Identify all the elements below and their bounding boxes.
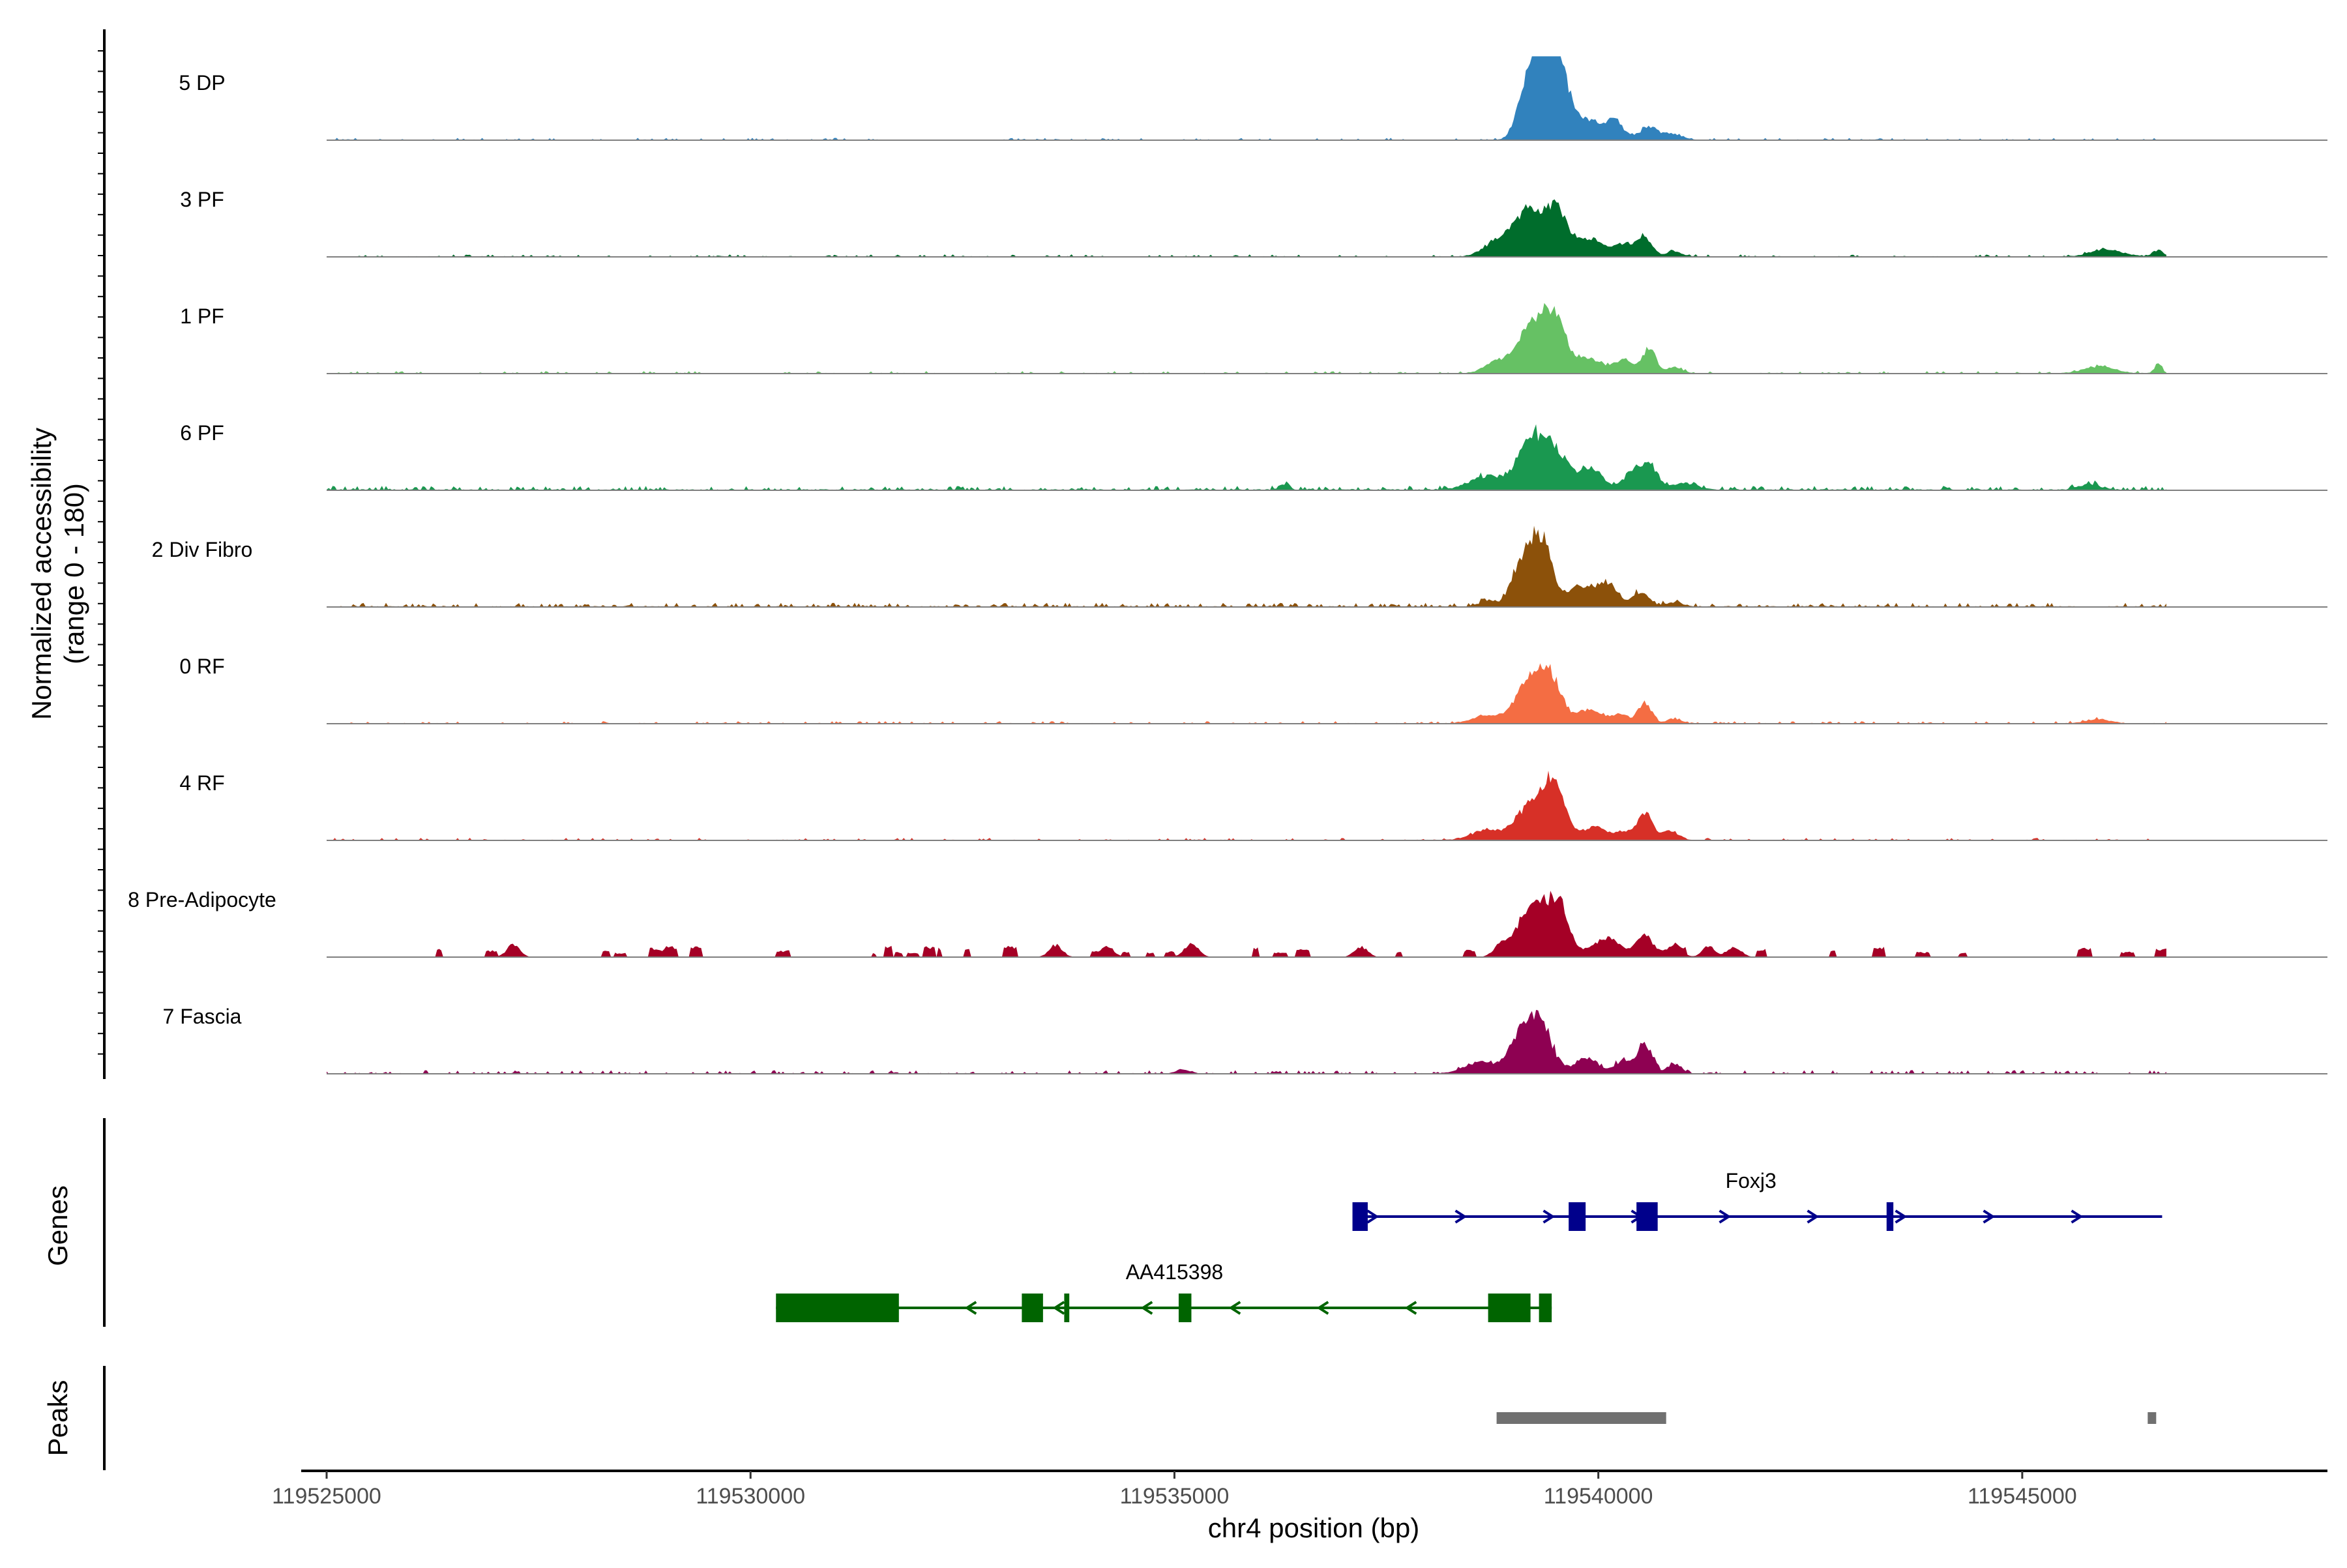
gene-label: AA415398 (1126, 1260, 1223, 1284)
x-tick-label: 119545000 (1968, 1484, 2077, 1509)
gene-label: Foxj3 (1726, 1169, 1777, 1192)
x-tick-label: 119540000 (1544, 1484, 1653, 1509)
x-axis-title: chr4 position (bp) (1208, 1513, 1420, 1543)
strand-arrow-icon (1404, 1301, 1417, 1315)
track-label: 3 PF (180, 188, 224, 211)
left-panel-brackets (98, 29, 106, 1470)
track-label: 5 DP (179, 71, 225, 95)
strand-arrow-icon (964, 1301, 977, 1315)
gene-exon (1352, 1202, 1368, 1231)
coverage-area (327, 663, 2166, 724)
coverage-area (327, 1010, 2166, 1074)
track-label: 6 PF (180, 421, 224, 445)
coverage-track: 4 RF (179, 771, 2327, 841)
peak-region (1496, 1412, 1666, 1424)
strand-arrow-icon (1366, 1209, 1380, 1224)
strand-arrow-icon (1140, 1301, 1153, 1315)
strand-arrow-icon (1316, 1301, 1329, 1315)
track-label: 4 RF (179, 771, 224, 795)
track-label: 2 Div Fibro (152, 538, 253, 561)
coverage-area (327, 525, 2166, 607)
gene-exon (1569, 1202, 1586, 1231)
gene-model: Foxj3 (1352, 1169, 2162, 1231)
track-label: 1 PF (180, 304, 224, 328)
coverage-track: 7 Fascia (163, 1005, 2327, 1074)
y-axis-range: (range 0 - 180) (59, 483, 89, 664)
track-label: 7 Fascia (163, 1005, 242, 1028)
strand-arrow-icon (1719, 1209, 1732, 1224)
strand-arrow-icon (1228, 1301, 1241, 1315)
coverage-track: 8 Pre-Adipocyte (128, 888, 2327, 958)
coverage-area (327, 891, 2166, 957)
coverage-track: 0 RF (179, 655, 2327, 724)
coverage-area (327, 56, 2166, 141)
gene-exon (1488, 1294, 1531, 1322)
gene-exon (1178, 1294, 1192, 1322)
coverage-area (327, 424, 2166, 490)
coverage-track: 2 Div Fibro (152, 525, 2327, 608)
strand-arrow-icon (1543, 1209, 1556, 1224)
coverage-track: 6 PF (180, 421, 2327, 491)
strand-arrow-icon (1052, 1301, 1065, 1315)
peak-region (2148, 1412, 2157, 1424)
coverage-track: 3 PF (180, 188, 2327, 258)
coverage-area (327, 303, 2166, 374)
y-axis-title: Normalized accessibility (26, 428, 57, 720)
peaks-panel-title: Peaks (42, 1380, 73, 1457)
gene-model: AA415398 (776, 1260, 1552, 1322)
gene-exon (1022, 1294, 1043, 1322)
gene-exon (1636, 1202, 1658, 1231)
genes-panel: Foxj3 AA415398 (776, 1169, 2162, 1322)
gene-exon (1886, 1202, 1894, 1231)
gene-exon (776, 1294, 899, 1322)
x-axis: 119525000 119530000 119535000 119540000 1195… (272, 1470, 2327, 1509)
coverage-track: 5 DP (179, 56, 2327, 141)
x-tick-label: 119525000 (272, 1484, 381, 1509)
strand-arrow-icon (1895, 1209, 1908, 1224)
coverage-tracks: 5 DP 3 PF 1 PF 6 PF 2 Div Fibro 0 RF 4 RF 8 Pre… (128, 56, 2327, 1074)
peaks-panel (1496, 1412, 2157, 1424)
strand-arrow-icon (1454, 1209, 1468, 1224)
gene-exon (1539, 1294, 1552, 1322)
genes-panel-title: Genes (42, 1185, 73, 1266)
x-tick-label: 119535000 (1120, 1484, 1230, 1509)
coverage-track: 1 PF (180, 303, 2327, 374)
track-label: 0 RF (179, 655, 224, 678)
x-tick-label: 119530000 (696, 1484, 805, 1509)
gene-exon (1064, 1294, 1070, 1322)
strand-arrow-icon (2071, 1209, 2084, 1224)
coverage-area (327, 199, 2166, 257)
track-label: 8 Pre-Adipocyte (128, 888, 276, 911)
strand-arrow-icon (1983, 1209, 1996, 1224)
strand-arrow-icon (1807, 1209, 1820, 1224)
coverage-area (327, 771, 2166, 840)
